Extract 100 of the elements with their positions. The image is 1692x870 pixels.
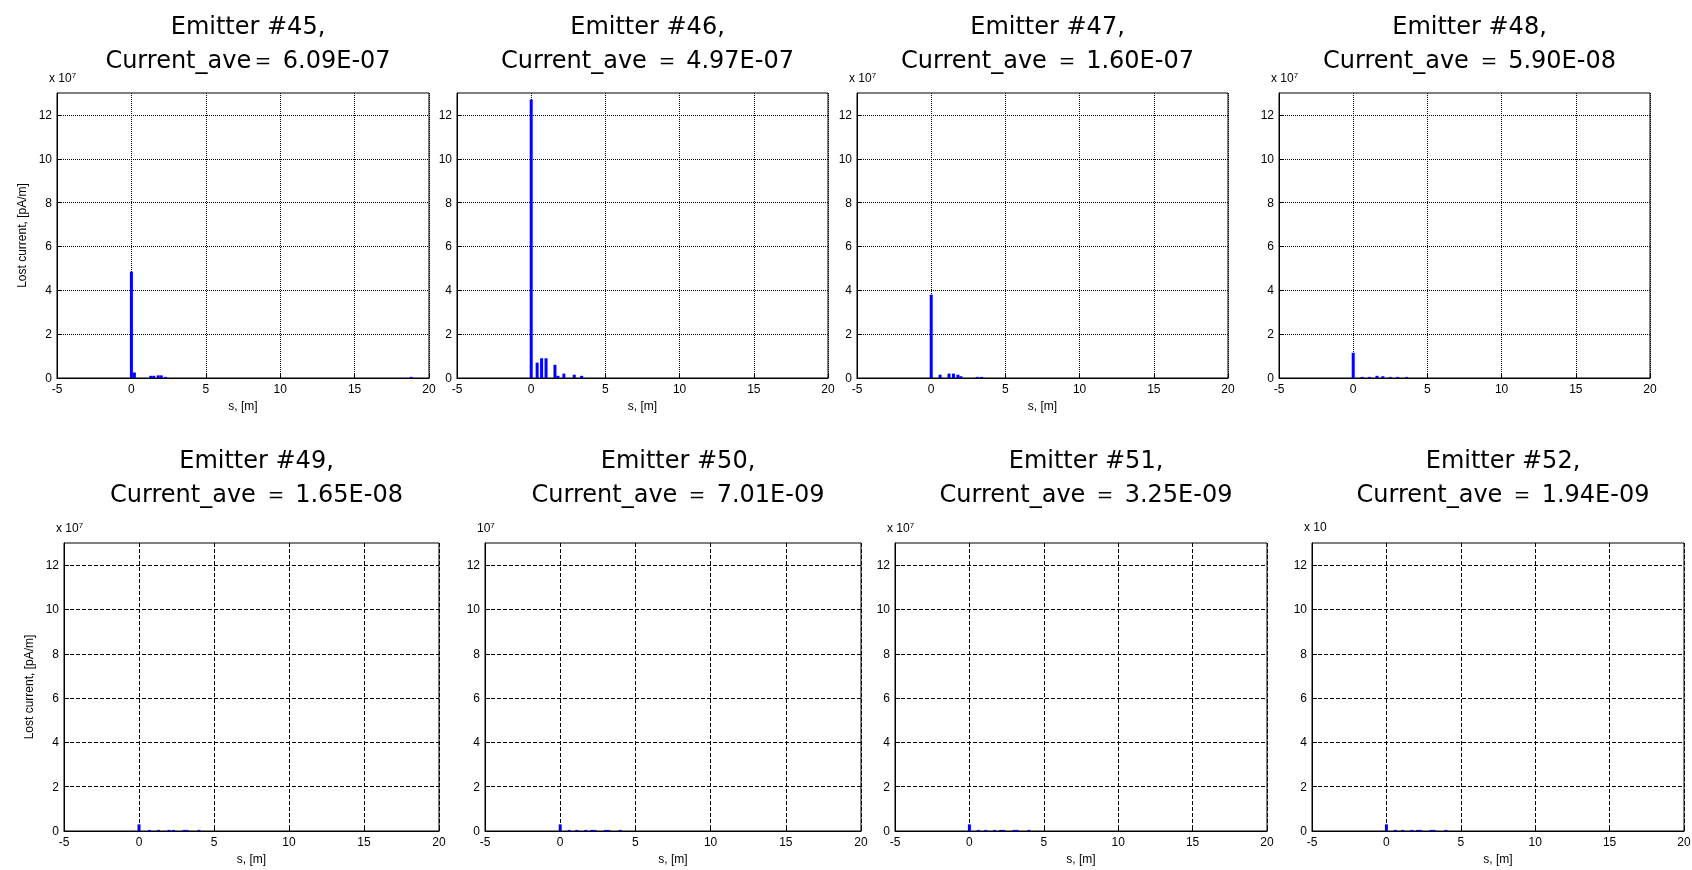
x-tick-label: -5 — [451, 382, 463, 396]
bar — [535, 362, 539, 378]
bar — [951, 373, 955, 378]
x-tick-label: 20 — [854, 835, 868, 849]
x-tick-label: 5 — [1002, 382, 1010, 396]
chart-title: Emitter #50, Current_ave ＝ 7.01E-09 — [531, 446, 825, 508]
y-tick-label: 10 — [1293, 602, 1308, 617]
y-tick-label: 12 — [466, 558, 481, 573]
x-tick-label: 0 — [135, 835, 143, 849]
x-tick-label: 15 — [347, 382, 362, 396]
y-tick-label: 2 — [473, 779, 481, 794]
x-tick-label: 20 — [422, 382, 436, 396]
chart-title: Emitter #51, Current_ave ＝ 3.25E-09 — [939, 446, 1233, 508]
bar — [156, 375, 160, 378]
bar — [540, 358, 544, 378]
x-tick-label: -5 — [1273, 382, 1285, 396]
y-tick-label: 4 — [1300, 735, 1308, 750]
chart-title: Emitter #52, Current_ave ＝ 1.94E-09 — [1356, 446, 1650, 508]
x-tick-label: 5 — [1040, 835, 1048, 849]
y-tick-label: 8 — [845, 195, 853, 210]
x-tick-label: 15 — [357, 835, 371, 849]
text: x 10 — [1304, 520, 1328, 534]
y-tick-label: 4 — [52, 735, 60, 750]
x-tick-label: -5 — [1306, 835, 1318, 849]
x-tick-label: 15 — [1569, 382, 1583, 396]
y-axis-title: Lost current, [pA/m] — [21, 634, 36, 740]
y-tick-label: 10 — [1260, 151, 1275, 166]
x-tick-label: 10 — [1072, 382, 1087, 396]
y-tick-label: 0 — [1300, 824, 1308, 838]
y-tick-label: 6 — [883, 691, 891, 706]
y-tick-label: 8 — [1267, 195, 1275, 210]
y-tick-label: 8 — [52, 646, 60, 661]
x-tick-label: 10 — [282, 835, 296, 849]
x-tick-label: 20 — [821, 382, 835, 396]
chart-title: Emitter #49, Current_ave ＝ 1.65E-08 — [110, 446, 403, 508]
x-tick-label: 5 — [1457, 835, 1465, 849]
y-tick-label: 8 — [1300, 646, 1308, 661]
x-tick-label: 15 — [1185, 835, 1200, 849]
y-tick-label: 10 — [466, 602, 481, 617]
y-tick-label: 6 — [473, 691, 481, 706]
x-tick-label: 15 — [747, 382, 761, 396]
x-tick-label: 5 — [602, 382, 610, 396]
y-tick-label: 0 — [52, 824, 60, 838]
x-axis-title: s, [m] — [228, 399, 258, 413]
y-tick-label: 6 — [45, 239, 53, 254]
x-tick-label: 15 — [1602, 835, 1617, 849]
y-tick-label: 0 — [883, 824, 891, 838]
y-tick-label: 12 — [438, 107, 453, 122]
y-tick-label: 2 — [845, 327, 853, 342]
y-tick-label: 6 — [52, 691, 60, 706]
bar — [544, 358, 548, 378]
bar — [129, 271, 133, 378]
x-axis-title: s, [m] — [658, 852, 688, 866]
y-axis-title: Lost current, [pA/m] — [14, 183, 29, 288]
x-axis-title: s, [m] — [236, 852, 267, 866]
bar — [159, 375, 163, 378]
chart-title: Emitter #46, Current_ave ＝ 4.97E-07 — [501, 12, 794, 74]
x-tick-label: 5 — [210, 835, 218, 849]
bar — [929, 294, 933, 378]
y-tick-label: 2 — [883, 779, 891, 794]
y-tick-label: 4 — [1267, 283, 1275, 298]
y-tick-label: 4 — [45, 283, 53, 298]
y-tick-label: 2 — [1300, 779, 1308, 794]
y-tick-label: 4 — [473, 735, 481, 750]
y-tick-label: 12 — [838, 107, 853, 122]
y-tick-label: 8 — [473, 646, 481, 661]
x-tick-label: 0 — [1349, 382, 1357, 396]
y-tick-label: 2 — [1267, 327, 1275, 342]
y-tick-label: 8 — [883, 646, 891, 661]
y-tick-label: 6 — [845, 239, 853, 254]
y-tick-label: 0 — [445, 371, 453, 385]
x-axis-title: s, [m] — [1066, 852, 1096, 866]
x-axis-title: s, [m] — [1027, 399, 1058, 413]
x-tick-label: 10 — [273, 382, 288, 396]
y-tick-label: 10 — [876, 602, 891, 617]
y-tick-label: 0 — [473, 824, 481, 838]
x-tick-label: -5 — [851, 382, 863, 396]
y-tick-label: 8 — [45, 195, 53, 210]
x-tick-label: 20 — [1260, 835, 1274, 849]
x-tick-label: -5 — [889, 835, 901, 849]
bar — [572, 374, 576, 378]
bar — [553, 364, 557, 378]
x-tick-label: 10 — [1111, 835, 1126, 849]
x-tick-label: 0 — [527, 382, 535, 396]
y-tick-label: 0 — [1267, 371, 1275, 385]
x-tick-label: 20 — [1643, 382, 1657, 396]
chart-title: Emitter #45, Current_ave＝ 6.09E-07 — [105, 12, 391, 74]
chart-title: Emitter #48, Current_ave ＝ 5.90E-08 — [1323, 12, 1616, 74]
x-tick-label: 0 — [966, 835, 974, 849]
bar — [562, 373, 566, 378]
x-tick-label: 20 — [1221, 382, 1235, 396]
x-tick-label: 10 — [672, 382, 687, 396]
y-tick-label: 4 — [883, 735, 891, 750]
x-tick-label: 15 — [1147, 382, 1161, 396]
y-tick-label: 10 — [45, 602, 60, 617]
x-tick-label: 5 — [632, 835, 640, 849]
x-tick-label: 0 — [1383, 835, 1391, 849]
x-tick-label: -5 — [51, 382, 63, 396]
x-tick-label: 10 — [1528, 835, 1543, 849]
bar — [529, 99, 533, 378]
